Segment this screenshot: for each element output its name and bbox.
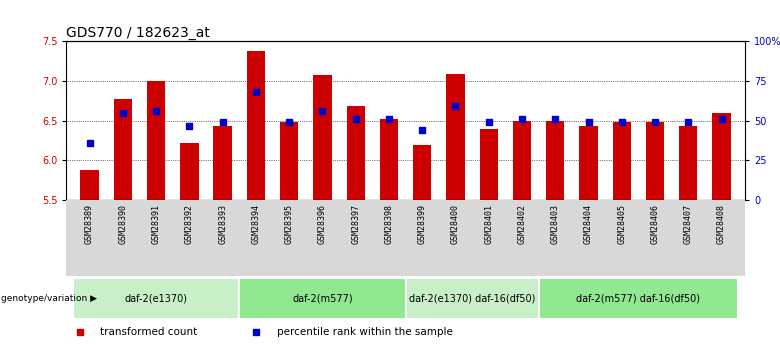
Bar <box>280 122 298 200</box>
Text: GSM28397: GSM28397 <box>351 204 360 244</box>
Text: GSM28406: GSM28406 <box>651 204 660 244</box>
Bar <box>612 122 631 200</box>
Point <box>316 108 328 114</box>
Bar <box>480 129 498 200</box>
FancyBboxPatch shape <box>406 278 539 319</box>
FancyBboxPatch shape <box>239 278 406 319</box>
Bar <box>314 75 332 200</box>
Text: GSM28396: GSM28396 <box>318 204 327 244</box>
Bar <box>80 170 99 200</box>
Text: daf-2(m577): daf-2(m577) <box>292 294 353 303</box>
Point <box>416 128 428 133</box>
Point <box>615 120 628 125</box>
Text: GSM28390: GSM28390 <box>119 204 127 244</box>
Bar <box>413 145 431 200</box>
Text: daf-2(e1370) daf-16(df50): daf-2(e1370) daf-16(df50) <box>409 294 535 303</box>
Bar <box>646 122 665 200</box>
Text: GSM28403: GSM28403 <box>551 204 560 244</box>
Point <box>216 120 229 125</box>
Text: daf-2(e1370): daf-2(e1370) <box>125 294 188 303</box>
Point <box>349 116 362 122</box>
Bar <box>246 51 265 200</box>
Text: GSM28394: GSM28394 <box>251 204 261 244</box>
Bar <box>180 143 199 200</box>
Point <box>83 140 96 146</box>
Text: percentile rank within the sample: percentile rank within the sample <box>277 327 452 337</box>
Text: transformed count: transformed count <box>101 327 197 337</box>
Bar <box>580 126 597 200</box>
FancyBboxPatch shape <box>73 278 239 319</box>
Point <box>583 120 595 125</box>
Point <box>449 104 462 109</box>
Point <box>682 120 695 125</box>
Text: GSM28399: GSM28399 <box>418 204 427 244</box>
Bar <box>446 74 465 200</box>
Point <box>483 120 495 125</box>
Text: GSM28404: GSM28404 <box>584 204 593 244</box>
Point <box>516 116 528 122</box>
Bar <box>380 119 398 200</box>
Bar <box>513 121 531 200</box>
Point <box>117 110 129 116</box>
Point <box>283 120 296 125</box>
Text: GSM28402: GSM28402 <box>517 204 526 244</box>
Point <box>383 116 395 122</box>
Text: GDS770 / 182623_at: GDS770 / 182623_at <box>66 26 210 40</box>
Text: GSM28398: GSM28398 <box>385 204 393 244</box>
Text: GSM28400: GSM28400 <box>451 204 460 244</box>
Text: GSM28408: GSM28408 <box>717 204 726 244</box>
Text: GSM28395: GSM28395 <box>285 204 294 244</box>
Bar <box>546 121 565 200</box>
Bar <box>712 113 731 200</box>
Text: GSM28393: GSM28393 <box>218 204 227 244</box>
Text: GSM28392: GSM28392 <box>185 204 194 244</box>
Point <box>250 89 262 95</box>
Text: genotype/variation ▶: genotype/variation ▶ <box>1 294 97 303</box>
Text: daf-2(m577) daf-16(df50): daf-2(m577) daf-16(df50) <box>576 294 700 303</box>
Text: GSM28407: GSM28407 <box>684 204 693 244</box>
FancyBboxPatch shape <box>539 278 738 319</box>
Point <box>183 123 196 128</box>
Text: GSM28389: GSM28389 <box>85 204 94 244</box>
Point <box>150 108 162 114</box>
Bar <box>147 81 165 200</box>
Point <box>715 116 728 122</box>
Text: GSM28401: GSM28401 <box>484 204 493 244</box>
Bar <box>114 99 132 200</box>
Bar <box>214 126 232 200</box>
Bar <box>346 107 365 200</box>
Text: GSM28391: GSM28391 <box>151 204 161 244</box>
Point <box>549 116 562 122</box>
Bar <box>679 126 697 200</box>
Text: GSM28405: GSM28405 <box>617 204 626 244</box>
Point <box>649 120 661 125</box>
